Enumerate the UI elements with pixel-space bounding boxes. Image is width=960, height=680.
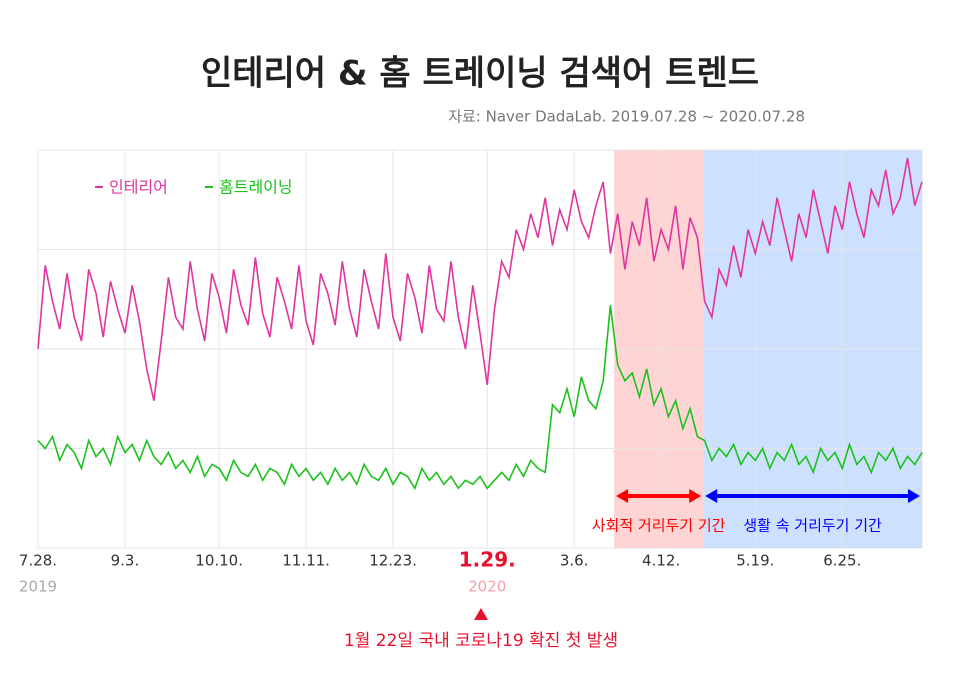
x-tick-label: 10.10. (195, 552, 243, 570)
x-year-label: 2020 (468, 578, 506, 596)
annotation: 1월 22일 국내 코로나19 확진 첫 발생 (344, 631, 618, 651)
period-label: 사회적 거리두기 기간 (592, 517, 726, 535)
x-tick-label: 4.12. (642, 552, 680, 570)
x-year-label: 2019 (19, 578, 57, 596)
chart-title: 인테리어 & 홈 트레이닝 검색어 트렌드 (201, 54, 759, 94)
period-label: 생활 속 거리두기 기간 (743, 517, 882, 535)
x-tick-label: 6.25. (823, 552, 861, 570)
arrow-head (689, 489, 702, 503)
x-tick-label: 5.19. (736, 552, 774, 570)
x-tick-label: 11.11. (282, 552, 330, 570)
legend-label: 홈트레이닝 (219, 178, 293, 197)
x-tick-label: 9.3. (111, 552, 140, 570)
subtitle: 자료: Naver DadaLab. 2019.07.28 ~ 2020.07.… (448, 108, 805, 126)
arrow-head (908, 489, 920, 503)
annotation-arrow (474, 608, 488, 620)
x-tick-label: 1.29. (459, 548, 516, 572)
x-tick-label: 12.23. (369, 552, 417, 570)
x-tick-label: 3.6. (560, 552, 589, 570)
series-line (37, 305, 923, 491)
x-tick-label: 7.28. (19, 552, 57, 570)
arrow-head (705, 489, 718, 503)
legend-label: 인테리어 (109, 178, 168, 197)
series-line (37, 157, 923, 401)
arrow-head (616, 489, 629, 503)
